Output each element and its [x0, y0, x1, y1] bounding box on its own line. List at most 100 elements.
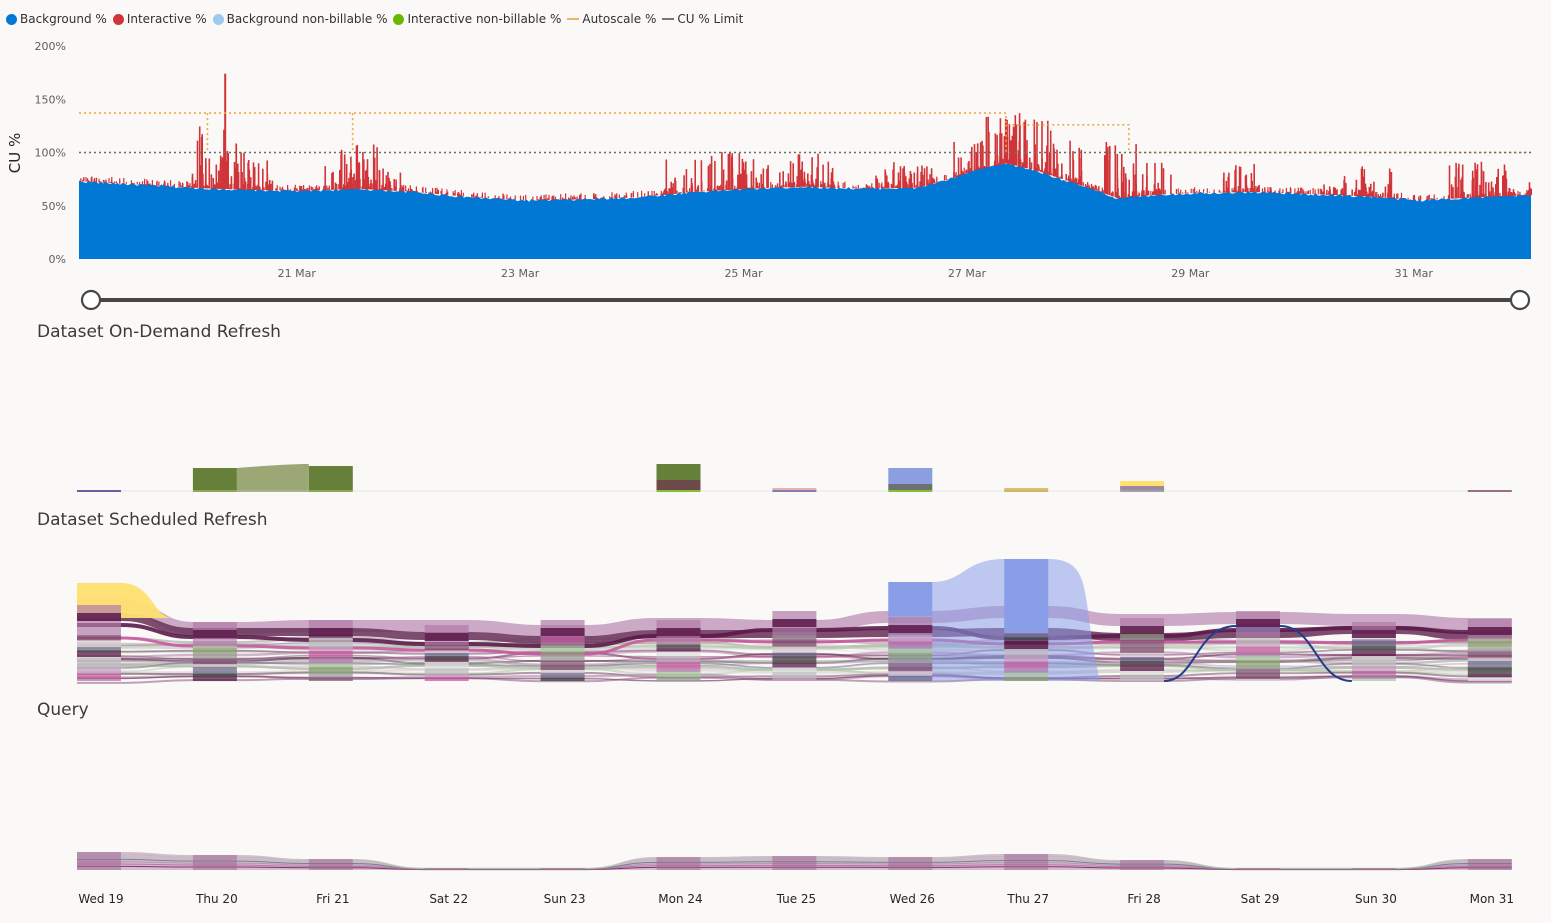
interactive-bar [358, 163, 361, 189]
interactive-bar [744, 169, 746, 189]
interactive-bar [1235, 165, 1237, 193]
interactive-bar [108, 178, 110, 183]
interactive-bar [796, 186, 799, 187]
slider-start-handle[interactable] [80, 289, 102, 311]
interactive-bar [525, 194, 527, 201]
interactive-bar [147, 181, 149, 186]
interactive-bar [1454, 176, 1457, 199]
scheduled-bar-segment [1004, 641, 1049, 649]
interactive-bar [903, 185, 905, 188]
interactive-bar [594, 195, 596, 199]
query-chart [77, 852, 1512, 871]
interactive-bar [1157, 182, 1159, 195]
interactive-bar [1093, 187, 1095, 190]
interactive-bar [411, 189, 413, 192]
interactive-bar [308, 185, 310, 191]
interactive-bar [1050, 173, 1053, 176]
interactive-bar [1321, 189, 1323, 195]
interactive-bar [1373, 181, 1375, 197]
legend-dot-icon [6, 13, 17, 25]
interactive-bar [370, 179, 372, 190]
interactive-bar [1153, 184, 1156, 195]
interactive-bar [1302, 189, 1304, 194]
interactive-bar [347, 188, 349, 190]
interactive-bar [1303, 191, 1305, 194]
background-series-area [79, 162, 1531, 259]
legend-item[interactable]: Background non-billable % [212, 12, 387, 26]
interactive-bar [967, 162, 970, 173]
interactive-bar [103, 180, 105, 183]
legend-item[interactable]: Interactive non-billable % [393, 12, 561, 26]
interactive-bar [1061, 163, 1063, 179]
interactive-bar [1489, 191, 1491, 197]
interactive-bar [307, 188, 309, 191]
interactive-bar [1298, 191, 1300, 194]
y-axis: 0% 50% 100% 150% 200% [35, 40, 66, 266]
interactive-bar [1019, 124, 1021, 167]
interactive-bar [1152, 191, 1154, 196]
interactive-bar [1457, 167, 1460, 199]
interactive-bar [895, 185, 897, 188]
interactive-bar [738, 153, 741, 190]
legend-item[interactable]: Interactive % [112, 12, 207, 26]
interactive-bar [1355, 187, 1357, 196]
legend-item[interactable]: CU % Limit [662, 12, 743, 26]
interactive-bar [975, 168, 977, 170]
interactive-bar [1015, 157, 1018, 166]
interactive-bar [217, 170, 220, 189]
legend-item[interactable]: Autoscale % [567, 12, 656, 26]
interactive-bar [1085, 184, 1087, 187]
scheduled-bar-segment [1351, 665, 1396, 671]
interactive-bar [446, 189, 448, 195]
interactive-bar [1412, 195, 1414, 200]
interactive-bar [1393, 193, 1395, 199]
interactive-bar [562, 197, 564, 200]
interactive-bar [568, 197, 570, 200]
interactive-bar [1307, 191, 1309, 194]
interactive-bar [993, 165, 996, 166]
interactive-bar [703, 190, 705, 192]
interactive-bar [248, 176, 251, 190]
interactive-bar [1242, 189, 1245, 193]
interactive-bar [721, 152, 723, 191]
scheduled-bar-segment [656, 647, 701, 652]
interactive-bar [296, 188, 298, 191]
interactive-bar [1021, 162, 1024, 168]
scheduled-bar-segment [1236, 667, 1280, 670]
interactive-bar [230, 176, 233, 190]
interactive-bar [736, 186, 739, 190]
scheduled-bar-segment [308, 663, 353, 667]
interactive-bar [932, 177, 934, 184]
interactive-bar [1485, 182, 1487, 197]
interactive-bar [1336, 189, 1338, 196]
category-label: Thu 20 [195, 892, 238, 906]
interactive-bar [551, 196, 553, 200]
interactive-bar [722, 169, 725, 191]
interactive-bar [94, 177, 96, 183]
chart-legend: Background % Interactive % Background non-… [6, 10, 749, 28]
interactive-bar [893, 162, 895, 189]
legend-item[interactable]: Background % [6, 12, 107, 26]
slider-end-handle[interactable] [1509, 289, 1531, 311]
interactive-bar [827, 172, 830, 188]
interactive-bar [323, 185, 325, 190]
interactive-bar [1080, 184, 1082, 186]
interactive-peak-bar [224, 73, 227, 189]
interactive-bar [214, 184, 217, 189]
interactive-bar [1390, 172, 1393, 199]
interactive-bar [593, 193, 595, 199]
interactive-bar [387, 171, 389, 191]
interactive-bar [755, 177, 757, 189]
interactive-bar [1460, 179, 1462, 199]
interactive-bar [897, 184, 899, 188]
interactive-bar [1322, 191, 1324, 195]
scheduled-bar-segment [1467, 654, 1512, 658]
interactive-bar [1194, 187, 1196, 193]
interactive-bar [1319, 188, 1321, 195]
interactive-bar [1105, 142, 1108, 194]
interactive-bar [352, 177, 354, 189]
interactive-bar [700, 181, 703, 192]
interactive-bar [930, 168, 933, 184]
interactive-bar [1268, 191, 1270, 193]
interactive-bar [1476, 164, 1479, 198]
